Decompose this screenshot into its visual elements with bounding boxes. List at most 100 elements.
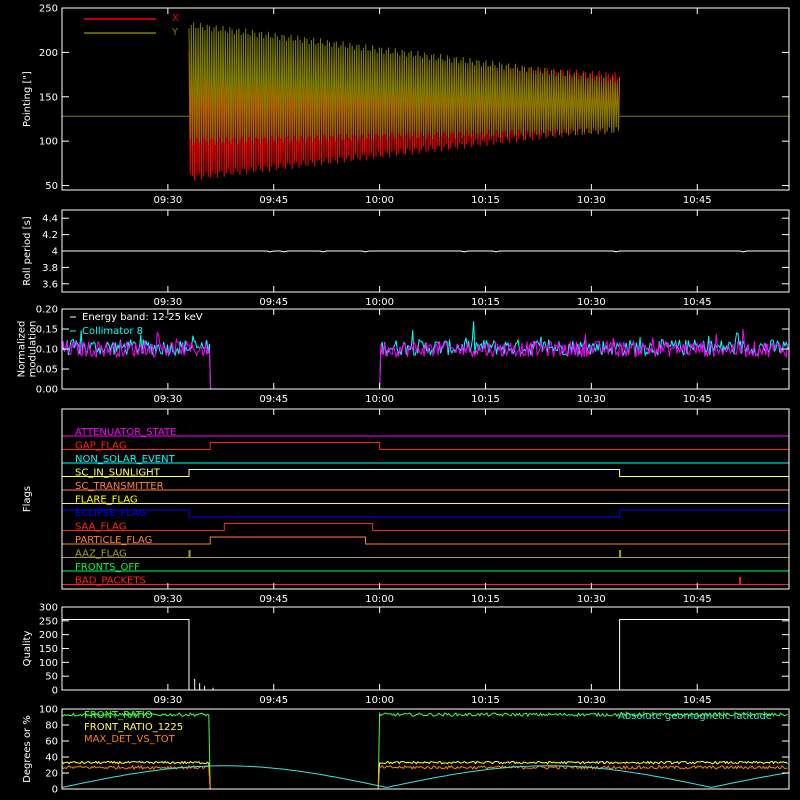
x-tick-label: 10:30 — [577, 594, 606, 605]
y-tick-label: 60 — [45, 737, 58, 748]
x-tick-label: 09:30 — [153, 695, 182, 706]
x-tick-label: 10:30 — [577, 297, 606, 308]
modulation-trace — [61, 329, 789, 390]
x-tick-label: 09:45 — [259, 594, 288, 605]
y-axis-label: modulation — [28, 321, 39, 378]
x-tick-label: 09:45 — [259, 695, 288, 706]
flag-label: GAP_FLAG — [75, 441, 127, 452]
x-tick-label: 10:00 — [365, 594, 394, 605]
y-axis-label: Normalized — [17, 321, 28, 378]
y-tick-label: 3.8 — [42, 263, 58, 274]
y-axis-label: Pointing ["] — [22, 71, 33, 127]
y-tick-label: 4.2 — [42, 230, 58, 241]
x-tick-label: 10:00 — [365, 695, 394, 706]
y-tick-label: 150 — [39, 644, 58, 655]
x-tick-label: 10:30 — [577, 394, 606, 405]
modulation-legend-collimator: Collimator 8 — [82, 326, 143, 337]
x-tick-label: 09:45 — [259, 195, 288, 206]
x-tick-label: 10:15 — [471, 195, 500, 206]
y-tick-label: 200 — [39, 630, 58, 641]
flag-line — [62, 523, 789, 531]
panel-frame — [61, 708, 790, 790]
y-tick-label: 0.15 — [36, 325, 58, 336]
flag-label: ATTENUATOR_STATE — [75, 427, 176, 438]
ratios-note-latitude: Absolute geomagnetic latitude — [618, 711, 772, 722]
quality-panel: 09:30 09:45 10:00 10:15 10:30 10:45 0 50 100 150 2… — [22, 603, 790, 706]
x-tick-label: 10:00 — [365, 195, 394, 206]
flag-label: ECLIPSE_FLAG — [75, 508, 146, 519]
flag-label: FLARE_FLAG — [75, 495, 138, 506]
pointing-panel: 09:30 09:45 10:00 10:15 10:30 10:45 50 100 150 20… — [22, 4, 790, 206]
x-tick-label: 10:45 — [683, 594, 712, 605]
y-tick-label: 250 — [39, 616, 58, 627]
y-axis-label: Roll period [s] — [22, 216, 33, 285]
x-tick-label: 10:45 — [683, 297, 712, 308]
legend-y-label: Y — [171, 27, 179, 38]
x-tick-label: 09:30 — [153, 297, 182, 308]
y-tick-label: 0.05 — [36, 365, 58, 376]
series-front-ratio-trace — [61, 711, 788, 790]
flag-label: PARTICLE_FLAG — [75, 535, 152, 546]
latitude-trace — [61, 765, 790, 788]
y-tick-label: 80 — [45, 721, 58, 732]
flag-label: AAZ_FLAG — [75, 549, 127, 560]
y-tick-label: 100 — [39, 705, 58, 716]
flag-line — [62, 469, 789, 477]
y-tick-label: 0 — [52, 785, 58, 796]
y-tick-label: 0.10 — [36, 345, 58, 356]
x-tick-label: 10:15 — [471, 695, 500, 706]
y-tick-label: 0.20 — [36, 305, 58, 316]
x-tick-label: 09:30 — [153, 594, 182, 605]
flag-label: NON_SOLAR_EVENT — [75, 454, 176, 465]
y-axis-label: Flags — [22, 486, 33, 512]
roll-period-panel: 09:30 09:45 10:00 10:15 10:30 10:45 3.6 3.8 4 4.2… — [22, 209, 790, 308]
y-tick-label: 50 — [45, 181, 58, 192]
y-tick-label: 0 — [52, 686, 58, 697]
series-y-trace — [188, 22, 621, 146]
x-tick-label: 10:00 — [365, 297, 394, 308]
y-axis-label: Quality — [22, 631, 33, 667]
y-tick-label: 100 — [39, 137, 58, 148]
y-tick-label: 250 — [39, 4, 58, 15]
ratios-panel: 0 20 40 60 80 100 Degrees or % — [22, 705, 790, 796]
y-tick-label: 4.4 — [42, 214, 58, 225]
ratios-legend-maxdet: MAX_DET_VS_TOT — [84, 734, 176, 745]
y-tick-label: 200 — [39, 48, 58, 59]
flag-label: BAD_PACKETS — [75, 576, 146, 587]
flag-label: SAA_FLAG — [75, 522, 126, 533]
y-tick-label: 0.00 — [36, 385, 58, 396]
y-tick-label: 50 — [45, 672, 58, 683]
x-tick-label: 09:45 — [259, 394, 288, 405]
x-tick-label: 10:15 — [471, 297, 500, 308]
flag-label: FRONTS_OFF — [75, 562, 140, 573]
flags-panel: ATTENUATOR_STATE GAP_FLAG NON_SOLAR_EVENT S… — [22, 408, 790, 605]
flag-line — [62, 442, 789, 450]
y-tick-label: 40 — [45, 753, 58, 764]
y-tick-label: 20 — [45, 769, 58, 780]
x-tick-label: 10:30 — [577, 695, 606, 706]
x-tick-label: 10:15 — [471, 594, 500, 605]
x-tick-label: 10:30 — [577, 195, 606, 206]
y-axis-label: Degrees or % — [22, 715, 33, 783]
modulation-legend-energy: Energy band: 12-25 keV — [82, 312, 203, 323]
x-tick-label: 09:30 — [153, 394, 182, 405]
y-tick-label: 100 — [39, 658, 58, 669]
flag-line — [62, 550, 789, 558]
flag-line — [62, 577, 789, 585]
x-tick-label: 09:45 — [259, 297, 288, 308]
flag-line — [61, 509, 790, 518]
legend-x-label: X — [172, 13, 179, 24]
x-tick-label: 09:30 — [153, 195, 182, 206]
y-tick-label: 4 — [52, 247, 58, 258]
roll-period-line — [62, 250, 789, 253]
y-tick-label: 150 — [39, 92, 58, 103]
x-tick-label: 10:00 — [365, 394, 394, 405]
x-tick-label: 10:45 — [683, 195, 712, 206]
y-tick-label: 3.6 — [42, 279, 58, 290]
flag-label: SC_IN_SUNLIGHT — [75, 468, 161, 479]
series-front-ratio-1225-trace — [61, 760, 788, 790]
x-tick-label: 10:15 — [471, 394, 500, 405]
x-tick-label: 10:45 — [683, 394, 712, 405]
